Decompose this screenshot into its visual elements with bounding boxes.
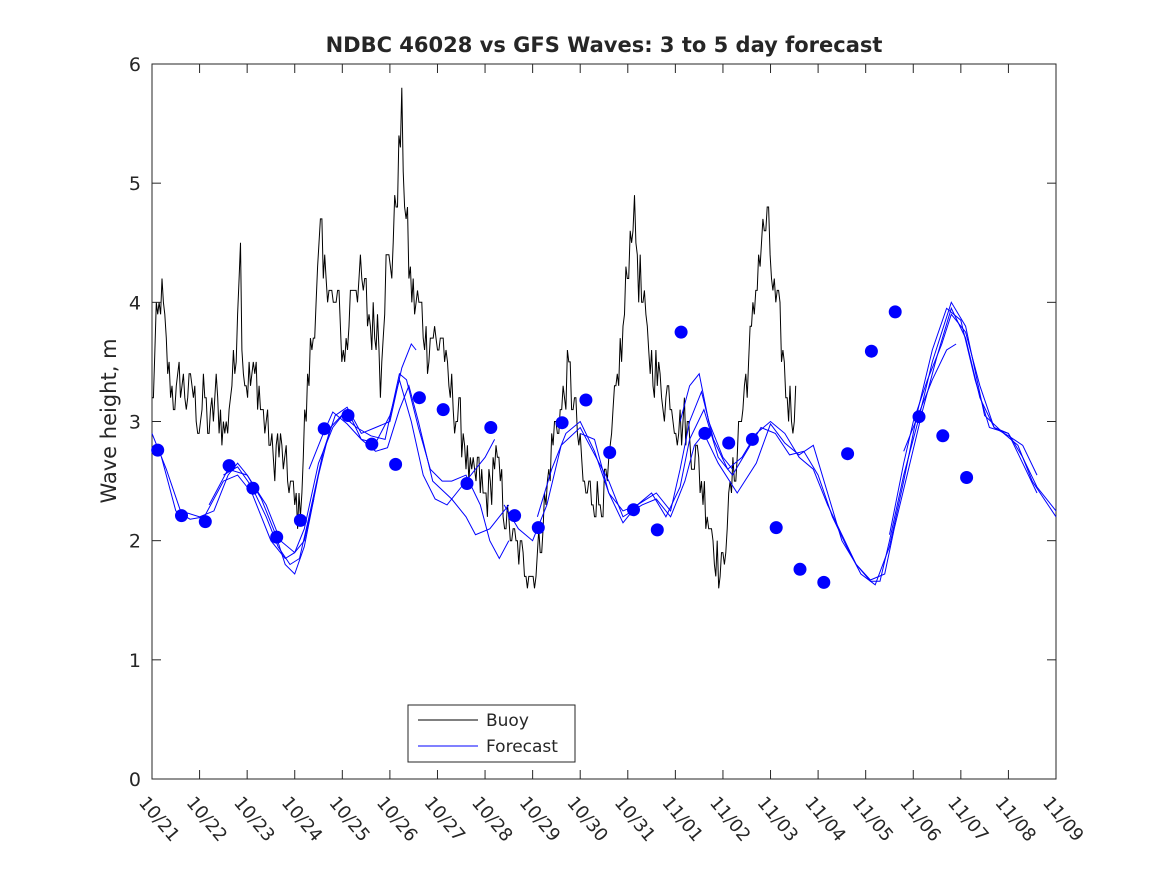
forecast-point — [650, 523, 664, 537]
x-tick-label: 11/03 — [753, 793, 802, 846]
x-tick-label: 11/02 — [705, 793, 754, 846]
forecast-point — [436, 403, 450, 417]
forecast-point — [555, 416, 569, 430]
forecast-line — [889, 313, 1038, 535]
chart-title: NDBC 46028 vs GFS Waves: 3 to 5 day fore… — [326, 33, 883, 57]
forecast-point — [341, 409, 355, 422]
forecast-point — [627, 503, 640, 517]
forecast-point — [841, 447, 855, 461]
forecast-point — [698, 426, 712, 440]
forecast-line — [679, 372, 733, 470]
forecast-line — [503, 301, 1057, 582]
forecast-point — [222, 459, 236, 473]
y-axis-label: Wave height, m — [97, 338, 121, 503]
forecast-point — [293, 513, 307, 527]
legend: Buoy Forecast — [407, 704, 576, 763]
x-tick-label: 11/07 — [943, 793, 992, 846]
y-axis: 0 1 2 3 4 5 6 — [129, 54, 1056, 791]
forecast-point — [769, 521, 783, 535]
legend-forecast-label: Forecast — [486, 737, 558, 757]
forecast-point — [936, 429, 950, 443]
x-tick-label: 11/09 — [1038, 793, 1087, 846]
forecast-point — [508, 509, 522, 523]
x-tick-label: 11/01 — [658, 793, 707, 846]
legend-box — [407, 704, 576, 763]
forecast-point — [365, 437, 379, 451]
y-tick-label: 3 — [129, 412, 141, 434]
x-tick-label: 10/23 — [229, 793, 278, 846]
x-tick-label: 11/05 — [848, 793, 897, 846]
forecast-point — [745, 432, 759, 446]
forecast-point — [175, 509, 188, 523]
x-tick-label: 10/28 — [467, 793, 516, 846]
forecast-point — [793, 562, 807, 576]
forecast-point — [460, 477, 474, 490]
x-tick-label: 10/29 — [515, 793, 564, 846]
forecast-line — [903, 343, 957, 452]
forecast-point — [531, 521, 545, 535]
x-tick-label: 10/27 — [420, 793, 469, 846]
forecast-point — [317, 422, 331, 436]
x-tick-label: 10/26 — [372, 793, 421, 846]
forecast-series — [151, 301, 1057, 586]
forecast-point — [270, 530, 284, 544]
forecast-point — [817, 575, 831, 589]
y-tick-label: 4 — [129, 292, 141, 314]
x-tick-label: 10/21 — [134, 793, 183, 846]
y-tick-label: 0 — [129, 769, 141, 791]
buoy-line — [152, 87, 797, 589]
forecast-point — [912, 410, 926, 424]
y-tick-label: 1 — [129, 650, 141, 672]
forecast-point — [579, 393, 593, 407]
y-tick-label: 2 — [129, 531, 141, 553]
forecast-line — [536, 307, 1057, 586]
plot-frame — [151, 63, 1057, 780]
plot-area — [151, 63, 1057, 780]
x-tick-label: 11/04 — [800, 793, 849, 846]
x-tick-label: 10/24 — [277, 793, 326, 846]
y-tick-label: 6 — [129, 54, 141, 76]
forecast-point — [864, 344, 878, 358]
forecast-points — [151, 305, 974, 589]
forecast-point — [674, 325, 688, 339]
x-tick-label: 11/06 — [895, 793, 944, 846]
x-tick-label: 10/22 — [182, 793, 231, 846]
y-tick-label: 5 — [129, 173, 141, 195]
x-tick-label: 10/30 — [562, 793, 611, 846]
legend-buoy-label: Buoy — [486, 711, 529, 731]
x-tick-label: 10/31 — [610, 793, 659, 846]
forecast-point — [198, 515, 212, 529]
forecast-point — [246, 481, 260, 495]
forecast-point — [603, 446, 617, 459]
forecast-point — [412, 391, 426, 405]
x-tick-label: 11/08 — [991, 793, 1040, 846]
forecast-point — [722, 436, 736, 450]
x-tick-label: 10/25 — [324, 793, 373, 846]
forecast-point — [888, 305, 902, 319]
forecast-point — [484, 421, 498, 434]
buoy-series — [152, 87, 797, 589]
forecast-point — [960, 471, 974, 484]
forecast-point — [389, 457, 403, 471]
forecast-point — [151, 443, 165, 457]
